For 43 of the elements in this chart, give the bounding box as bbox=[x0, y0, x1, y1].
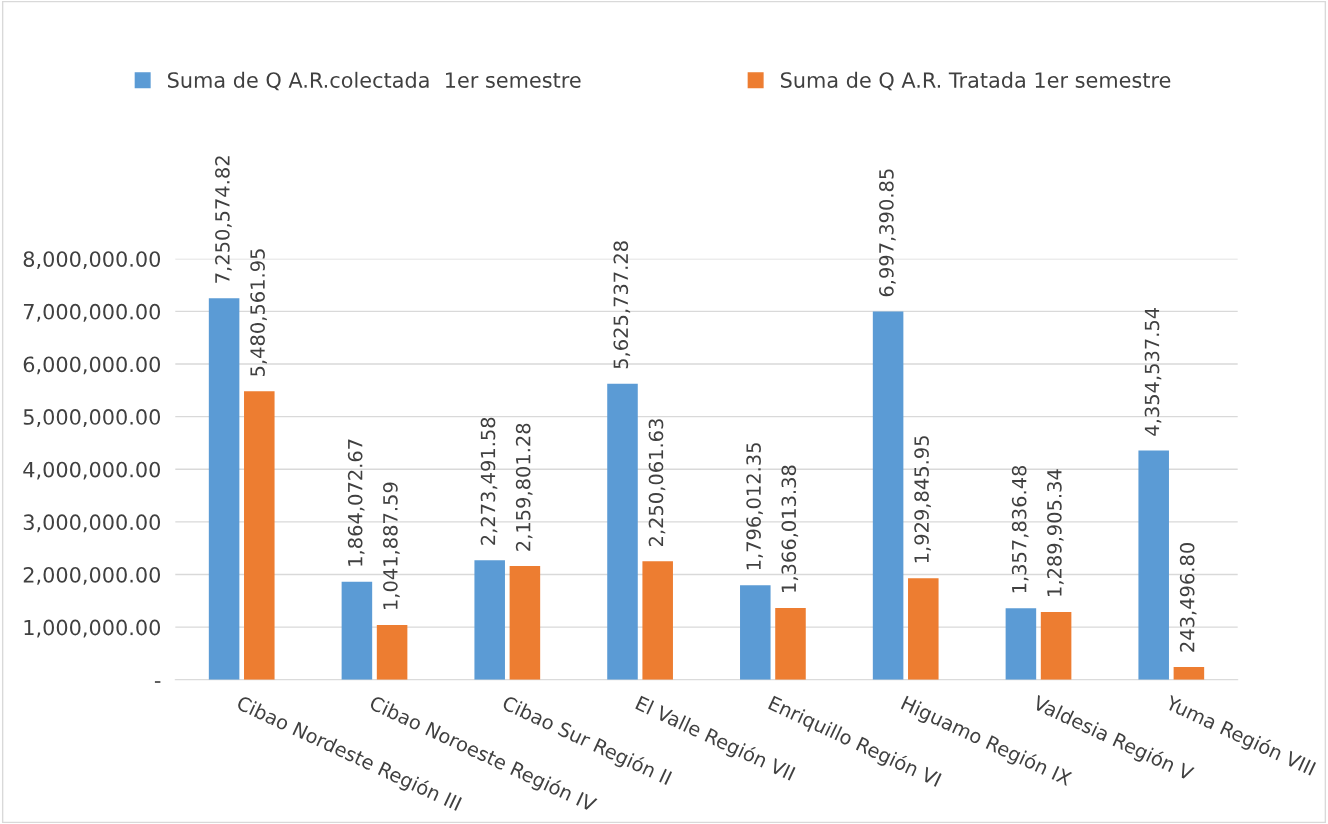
legend-label: Suma de Q A.R. Tratada 1er semestre bbox=[780, 71, 1171, 91]
bar bbox=[908, 578, 939, 680]
data-label: 2,273,491.58 bbox=[480, 417, 498, 545]
y-tick-label: - bbox=[154, 681, 161, 683]
data-label: 5,480,561.95 bbox=[250, 249, 267, 376]
data-label: 2,159,801.28 bbox=[515, 423, 533, 551]
bar bbox=[1138, 450, 1169, 680]
bar bbox=[509, 566, 541, 680]
bar bbox=[244, 391, 275, 680]
y-tick-label: 7,000,000.00 bbox=[23, 303, 161, 322]
bar bbox=[208, 298, 240, 680]
bar bbox=[607, 383, 638, 680]
data-label: 7,250,574.82 bbox=[215, 156, 232, 283]
y-tick-label: 2,000,000.00 bbox=[23, 566, 161, 585]
bar bbox=[1005, 608, 1037, 680]
bar bbox=[1040, 611, 1072, 680]
bar bbox=[376, 624, 408, 680]
bar bbox=[1173, 666, 1205, 680]
data-label: 1,929,845.95 bbox=[914, 436, 931, 563]
data-label: 1,796,012.35 bbox=[746, 443, 763, 570]
y-tick-label: 3,000,000.00 bbox=[23, 514, 161, 533]
bar bbox=[775, 607, 806, 680]
bar bbox=[642, 561, 673, 680]
data-label: 1,289,905.34 bbox=[1047, 469, 1064, 596]
bar bbox=[872, 311, 904, 680]
data-label: 1,864,072.67 bbox=[347, 439, 365, 566]
bar bbox=[474, 560, 505, 680]
data-label: 4,354,537.54 bbox=[1144, 307, 1162, 436]
y-tick-label: 6,000,000.00 bbox=[23, 356, 161, 375]
data-label: 2,250,061.63 bbox=[648, 419, 666, 547]
data-label: 5,625,737.28 bbox=[613, 241, 631, 369]
bar bbox=[341, 581, 373, 680]
data-label: 1,357,836.48 bbox=[1011, 465, 1029, 593]
y-tick-label: 5,000,000.00 bbox=[23, 409, 161, 427]
data-label: 1,041,887.59 bbox=[383, 482, 400, 609]
y-tick-label: 4,000,000.00 bbox=[23, 461, 161, 480]
bar bbox=[740, 585, 771, 680]
y-tick-label: 8,000,000.00 bbox=[23, 251, 161, 270]
data-label: 1,366,013.38 bbox=[781, 465, 799, 592]
data-label: 6,997,390.85 bbox=[879, 169, 896, 297]
data-label: 243,496.80 bbox=[1179, 543, 1197, 652]
legend-label: Suma de Q A.R.colectada 1er semestre bbox=[168, 71, 581, 91]
y-tick-label: 1,000,000.00 bbox=[24, 619, 161, 638]
